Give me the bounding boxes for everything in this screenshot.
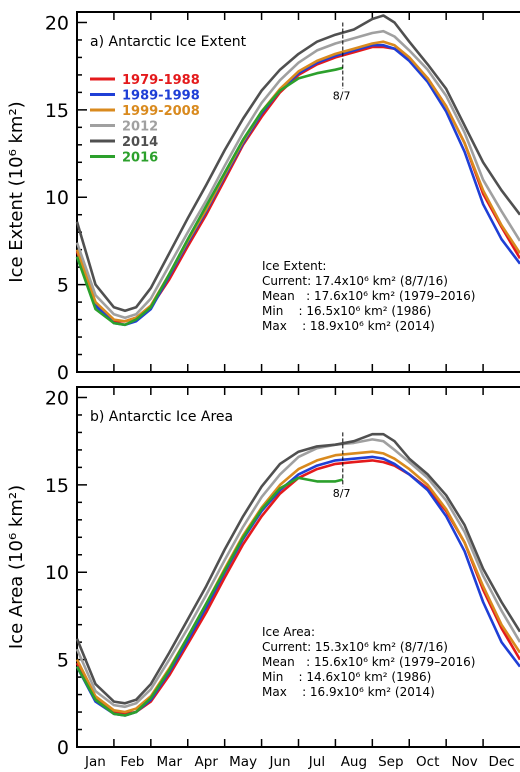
chart-panel-extent: 0 5 10 15 20 Ice Extent (10⁶ km²) a) Antarctic… [6,11,520,384]
date-marker-label: 8/7 [333,487,351,500]
series-line-2016 [75,476,344,717]
plot-frame [76,386,520,748]
date-marker-label: 8/7 [333,89,351,102]
stats-line: Current: 17.4x10⁶ km² (8/7/16) [262,274,448,288]
stats-line: Mean : 17.6x10⁶ km² (1979–2016) [262,289,475,303]
plot-frame [76,11,520,373]
y-tick-label: 20 [45,12,69,34]
stats-line: Current: 15.3x10⁶ km² (8/7/16) [262,640,448,654]
y-tick-label: 5 [57,275,69,297]
chart-panel-area: 0 5 10 15 20 Jan Feb Mar Apr May Jun Jul Aug Sep Oct No… [6,386,520,770]
x-tick-label: Nov [451,754,477,770]
y-axis-label: Ice Extent (10⁶ km²) [6,101,27,282]
series-line-1999-2008 [75,40,520,323]
series-line-2012 [75,29,520,320]
legend-entry: 2016 [122,151,158,166]
series-line-1989-1998 [75,43,520,327]
x-tick-label: Sep [378,754,403,770]
x-tick-label: Aug [341,754,367,770]
y-tick-label: 15 [45,475,69,497]
stats-title: Ice Area: [262,625,315,639]
y-tick-label: 0 [57,362,69,384]
legend-entry: 2012 [122,120,158,135]
y-tick-label: 5 [57,650,69,672]
x-tick-label: Jul [308,754,325,770]
legend-entry: 2014 [122,135,158,150]
y-tick-label: 20 [45,387,69,409]
stats-line: Max : 16.9x10⁶ km² (2014) [262,685,435,699]
series-line-2016 [75,66,344,327]
x-tick-label: Jan [84,754,106,770]
stats-line: Min : 14.6x10⁶ km² (1986) [262,670,431,684]
series-line-2014 [75,432,520,705]
panel-label: a) Antarctic Ice Extent [90,34,247,50]
stats-line: Min : 16.5x10⁶ km² (1986) [262,304,431,318]
x-tick-label: Feb [120,754,144,770]
series-line-1999-2008 [75,450,520,714]
legend-entry: 1979-1988 [122,73,200,88]
x-tick-label: Jun [268,754,290,770]
panel-label: b) Antarctic Ice Area [90,409,233,425]
legend-entry: 1999-2008 [122,104,200,119]
x-tick-label: Apr [195,754,219,770]
series-line-2012 [75,438,520,709]
stats-line: Max : 18.9x10⁶ km² (2014) [262,319,435,333]
y-tick-label: 10 [45,562,69,584]
y-tick-label: 15 [45,100,69,122]
x-tick-label: Oct [416,754,439,770]
x-tick-label: Mar [157,754,183,770]
x-tick-label: Dec [488,754,514,770]
x-tick-label: May [229,754,257,770]
series-line-2014 [75,14,520,313]
stats-line: Mean : 15.6x10⁶ km² (1979–2016) [262,655,475,669]
stats-title: Ice Extent: [262,259,326,273]
y-tick-label: 10 [45,187,69,209]
legend-entry: 1989-1998 [122,89,200,104]
y-tick-label: 0 [57,737,69,759]
y-axis-label: Ice Area (10⁶ km²) [6,485,27,649]
